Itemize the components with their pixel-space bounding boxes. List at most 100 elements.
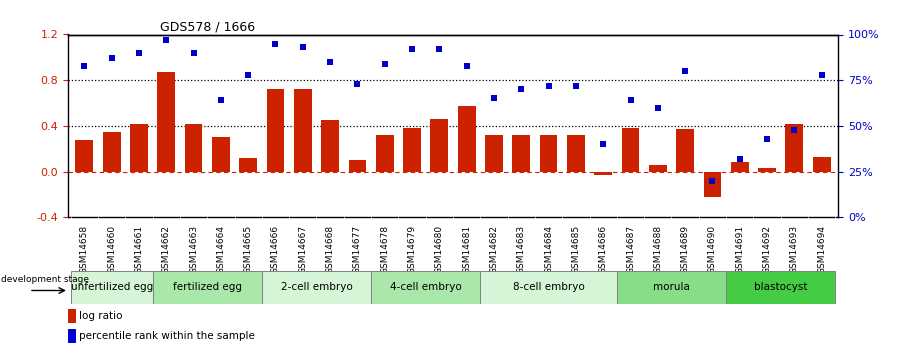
Text: GSM14685: GSM14685: [572, 225, 581, 275]
Point: [787, 127, 802, 132]
Text: GSM14693: GSM14693: [790, 225, 799, 275]
Point: [405, 46, 419, 52]
Bar: [458, 107, 476, 171]
Point: [378, 61, 392, 67]
Point: [705, 178, 719, 184]
Bar: [430, 119, 448, 171]
Text: unfertilized egg: unfertilized egg: [71, 282, 153, 292]
Point: [432, 46, 447, 52]
Bar: [262, 271, 371, 304]
Text: GSM14679: GSM14679: [408, 225, 417, 275]
Text: percentile rank within the sample: percentile rank within the sample: [80, 331, 255, 341]
Bar: [371, 271, 480, 304]
Text: GDS578 / 1666: GDS578 / 1666: [160, 20, 255, 33]
Text: log ratio: log ratio: [80, 312, 123, 322]
Point: [814, 72, 829, 78]
Bar: [813, 157, 831, 171]
Point: [678, 68, 692, 74]
Point: [541, 83, 555, 88]
Text: GSM14683: GSM14683: [516, 225, 525, 275]
Bar: [403, 128, 421, 171]
Point: [77, 63, 92, 68]
Text: GSM14678: GSM14678: [381, 225, 390, 275]
Bar: [376, 135, 393, 171]
Bar: [594, 171, 612, 175]
Text: GSM14684: GSM14684: [545, 225, 553, 274]
Point: [268, 41, 283, 46]
Point: [487, 96, 501, 101]
Text: 4-cell embryo: 4-cell embryo: [390, 282, 461, 292]
Bar: [130, 124, 148, 171]
Point: [187, 50, 201, 56]
Point: [104, 56, 119, 61]
Text: GSM14661: GSM14661: [134, 225, 143, 275]
Bar: [349, 160, 366, 171]
Text: GSM14668: GSM14668: [325, 225, 334, 275]
Point: [623, 98, 638, 103]
Point: [241, 72, 255, 78]
Text: GSM14687: GSM14687: [626, 225, 635, 275]
Bar: [676, 129, 694, 171]
Text: GSM14663: GSM14663: [189, 225, 198, 275]
Text: 8-cell embryo: 8-cell embryo: [513, 282, 584, 292]
Point: [760, 136, 775, 141]
Point: [651, 105, 665, 110]
Text: GSM14677: GSM14677: [353, 225, 361, 275]
Point: [732, 156, 747, 161]
Bar: [758, 168, 776, 171]
Text: GSM14690: GSM14690: [708, 225, 717, 275]
Text: GSM14694: GSM14694: [817, 225, 826, 274]
Text: development stage: development stage: [2, 275, 90, 284]
Bar: [540, 135, 557, 171]
Point: [514, 87, 528, 92]
Bar: [513, 135, 530, 171]
Point: [351, 81, 365, 87]
Bar: [480, 271, 617, 304]
Point: [596, 141, 611, 147]
Bar: [68, 309, 76, 323]
Point: [159, 37, 174, 43]
Text: GSM14660: GSM14660: [107, 225, 116, 275]
Bar: [567, 135, 584, 171]
Bar: [649, 165, 667, 171]
Bar: [485, 135, 503, 171]
Text: morula: morula: [653, 282, 689, 292]
Bar: [102, 132, 120, 171]
Bar: [617, 271, 726, 304]
Text: blastocyst: blastocyst: [754, 282, 807, 292]
Bar: [212, 137, 230, 171]
Bar: [75, 140, 93, 171]
Text: GSM14658: GSM14658: [80, 225, 89, 275]
Text: GSM14691: GSM14691: [736, 225, 744, 275]
Point: [131, 50, 146, 56]
Text: GSM14666: GSM14666: [271, 225, 280, 275]
Text: GSM14689: GSM14689: [680, 225, 689, 275]
Bar: [158, 72, 175, 171]
Point: [323, 59, 337, 65]
Bar: [294, 89, 312, 171]
Bar: [622, 128, 640, 171]
Bar: [704, 171, 721, 197]
Bar: [786, 124, 804, 171]
Text: GSM14681: GSM14681: [462, 225, 471, 275]
Point: [569, 83, 583, 88]
Bar: [322, 120, 339, 171]
Bar: [185, 124, 202, 171]
Text: GSM14680: GSM14680: [435, 225, 444, 275]
Text: GSM14664: GSM14664: [217, 225, 226, 274]
Bar: [266, 89, 284, 171]
Text: GSM14662: GSM14662: [162, 225, 170, 274]
Text: GSM14682: GSM14682: [489, 225, 498, 274]
Bar: [731, 162, 748, 171]
Text: GSM14667: GSM14667: [298, 225, 307, 275]
Bar: [152, 271, 262, 304]
Text: 2-cell embryo: 2-cell embryo: [281, 282, 352, 292]
Bar: [71, 271, 152, 304]
Bar: [726, 271, 835, 304]
Text: GSM14688: GSM14688: [653, 225, 662, 275]
Bar: [68, 329, 76, 343]
Text: GSM14686: GSM14686: [599, 225, 608, 275]
Text: fertilized egg: fertilized egg: [173, 282, 242, 292]
Text: GSM14692: GSM14692: [763, 225, 772, 274]
Bar: [239, 158, 257, 171]
